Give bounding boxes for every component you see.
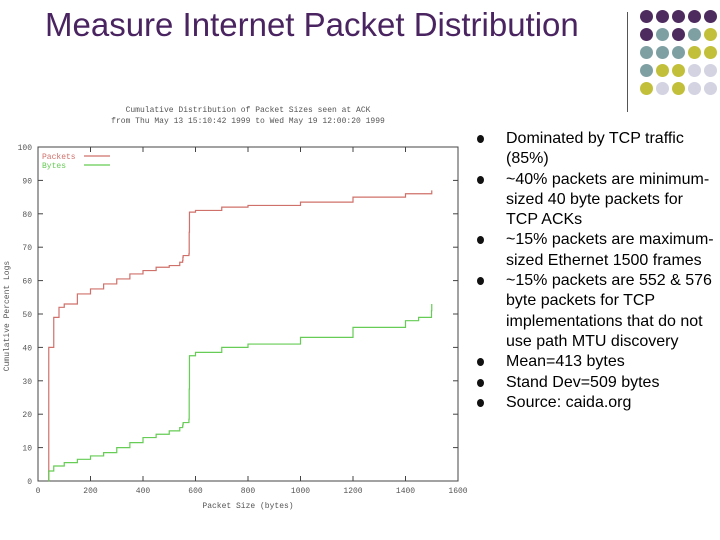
decorative-dot xyxy=(656,10,669,23)
y-tick-label: 50 xyxy=(22,311,32,320)
y-tick-label: 10 xyxy=(22,445,32,454)
bullet-item: Mean=413 bytes xyxy=(477,352,717,372)
y-tick-label: 60 xyxy=(22,278,32,287)
series-line-packets xyxy=(48,190,433,482)
bullet-text: ~40% packets are minimum-sized 40 byte p… xyxy=(506,170,710,229)
decorative-dot xyxy=(656,46,669,59)
decorative-dot xyxy=(704,46,717,59)
decorative-dot xyxy=(672,28,685,41)
bullet-text: ~15% packets are 552 & 576 byte packets … xyxy=(506,272,712,350)
decorative-dot xyxy=(704,10,717,23)
x-tick-label: 1000 xyxy=(291,487,310,496)
legend-label: Packets xyxy=(42,153,76,162)
bullet-text: Stand Dev=509 bytes xyxy=(506,373,660,391)
x-axis-label: Packet Size (bytes) xyxy=(202,502,293,511)
cumulative-distribution-chart: Cumulative Distribution of Packet Sizes … xyxy=(3,106,468,511)
decorative-dot xyxy=(640,28,653,41)
decorative-dot xyxy=(688,28,701,41)
y-tick-label: 80 xyxy=(22,211,32,220)
x-tick-label: 1600 xyxy=(448,487,467,496)
bullet-item: Dominated by TCP traffic (85%) xyxy=(477,129,717,170)
y-tick-label: 40 xyxy=(22,344,32,353)
bullet-text: ~15% packets are maximum-sized Ethernet … xyxy=(506,231,714,269)
decorative-dot xyxy=(640,82,653,95)
legend-label: Bytes xyxy=(42,162,66,171)
bullet-marker-icon xyxy=(477,135,484,143)
bullet-item: Source: caida.org xyxy=(477,393,717,413)
x-tick-label: 200 xyxy=(83,487,98,496)
series-line-bytes xyxy=(48,303,433,482)
bullet-marker-icon xyxy=(477,277,484,286)
x-tick-label: 1200 xyxy=(343,487,362,496)
decorative-dot xyxy=(672,10,685,23)
decorative-dot xyxy=(688,64,701,77)
y-tick-label: 90 xyxy=(22,177,32,186)
decorative-dot xyxy=(672,64,685,77)
x-tick-label: 1400 xyxy=(396,487,415,496)
decorative-dot xyxy=(672,46,685,59)
y-tick-label: 30 xyxy=(22,378,32,387)
decorative-dot xyxy=(704,28,717,41)
y-tick-label: 0 xyxy=(27,478,32,487)
bullet-item: Stand Dev=509 bytes xyxy=(477,373,717,393)
x-tick-label: 600 xyxy=(188,487,203,496)
bullet-text: Dominated by TCP traffic (85%) xyxy=(506,130,684,168)
decorative-dot xyxy=(672,82,685,95)
bullet-marker-icon xyxy=(477,398,484,407)
bullet-marker-icon xyxy=(477,358,484,367)
decorative-dot xyxy=(640,46,653,59)
y-axis-label: Cumulative Percent Logs xyxy=(3,261,12,372)
decorative-dot xyxy=(640,10,653,23)
decorative-dot xyxy=(704,64,717,77)
decorative-dot xyxy=(656,82,669,95)
x-tick-label: 800 xyxy=(241,487,256,496)
bullet-marker-icon xyxy=(477,175,484,184)
chart-title: Cumulative Distribution of Packet Sizes … xyxy=(126,106,371,115)
decorative-dot xyxy=(704,82,717,95)
chart-subtitle: from Thu May 13 15:10:42 1999 to Wed May… xyxy=(111,117,385,126)
bullet-list: Dominated by TCP traffic (85%) ~40% packe… xyxy=(477,129,717,413)
bullet-item: ~15% packets are 552 & 576 byte packets … xyxy=(477,271,717,352)
decorative-dot xyxy=(656,28,669,41)
bullet-item: ~15% packets are maximum-sized Ethernet … xyxy=(477,230,717,271)
x-tick-label: 0 xyxy=(36,487,41,496)
decorative-divider xyxy=(627,12,628,112)
decorative-dot xyxy=(640,64,653,77)
bullet-text: Source: caida.org xyxy=(506,393,632,411)
y-tick-label: 20 xyxy=(22,411,32,420)
bullet-item: ~40% packets are minimum-sized 40 byte p… xyxy=(477,170,717,231)
bullet-marker-icon xyxy=(477,236,484,245)
x-tick-label: 400 xyxy=(136,487,151,496)
bullet-marker-icon xyxy=(477,378,484,387)
bullet-text: Mean=413 bytes xyxy=(506,353,625,371)
decorative-dot xyxy=(656,64,669,77)
y-tick-label: 100 xyxy=(18,144,33,153)
y-tick-label: 70 xyxy=(22,244,32,253)
decorative-dot xyxy=(688,82,701,95)
decorative-dot xyxy=(688,46,701,59)
slide-title: Measure Internet Packet Distribution xyxy=(45,6,579,43)
decorative-dot xyxy=(688,10,701,23)
